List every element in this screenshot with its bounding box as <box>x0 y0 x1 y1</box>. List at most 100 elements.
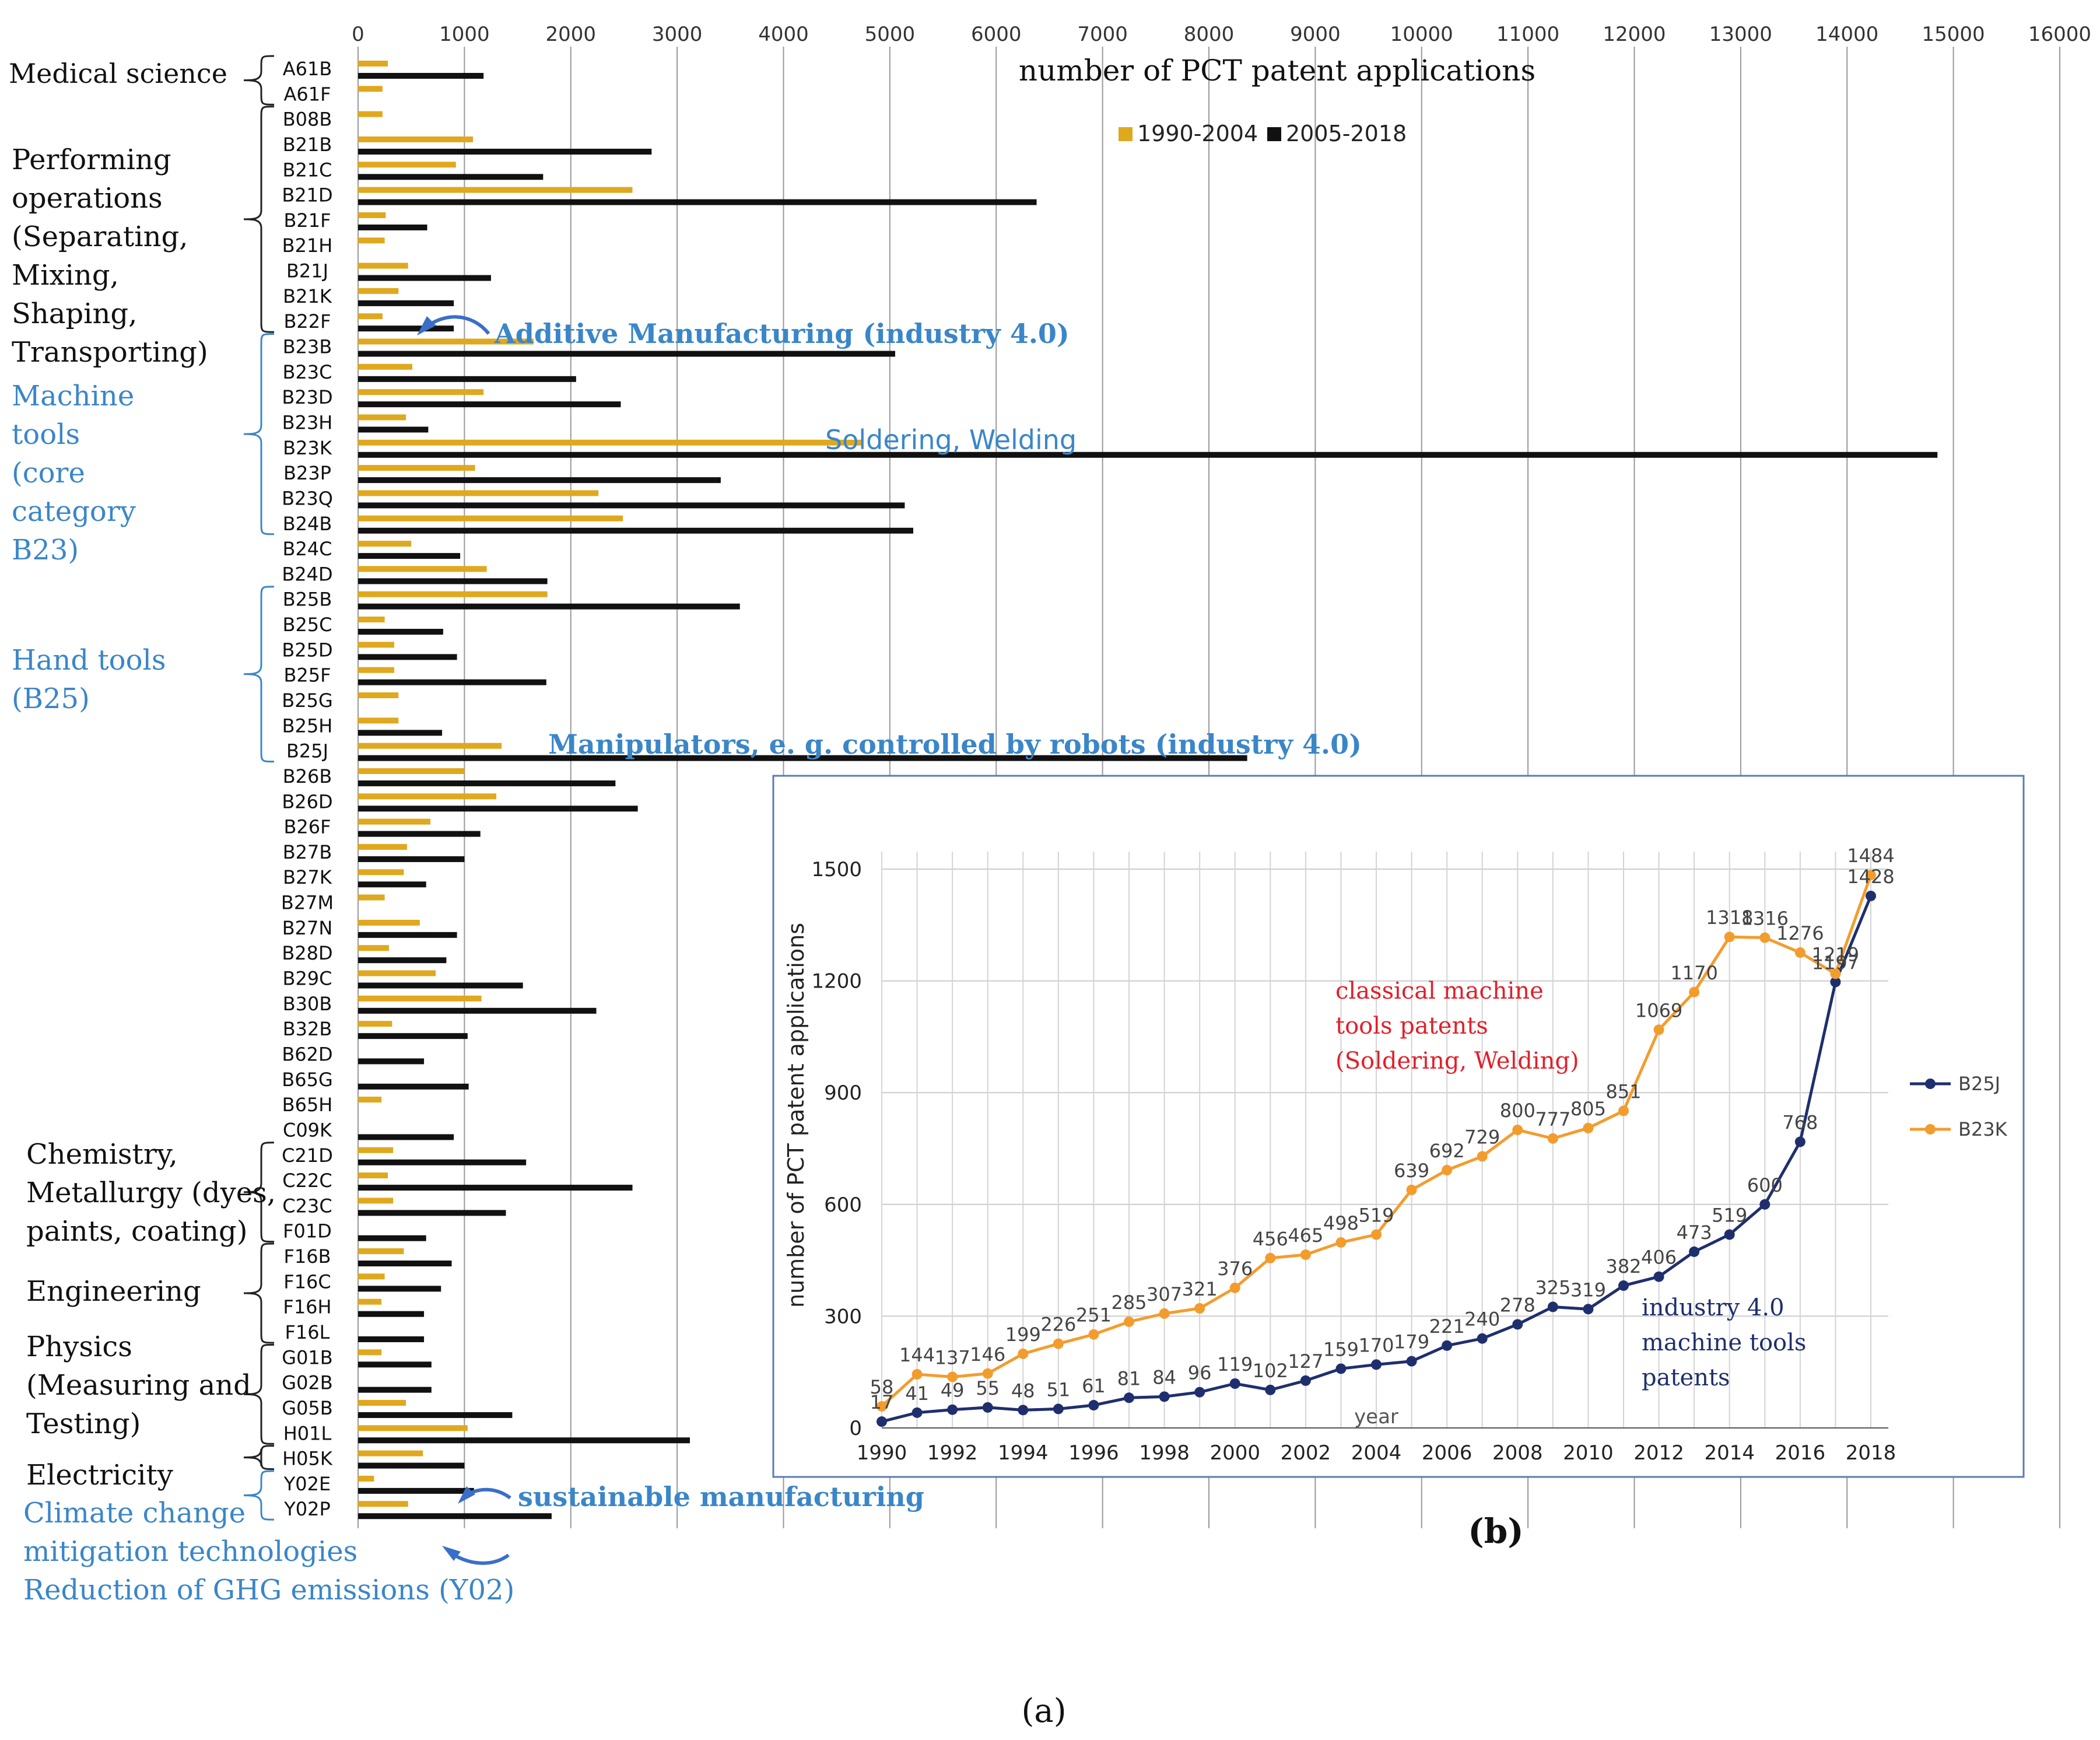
legend-marker-B25J <box>1925 1079 1936 1089</box>
category-label: B21D <box>282 184 332 206</box>
group-machine: Machine tools (core category B23) <box>12 380 136 566</box>
bar-late-F16C <box>358 1286 441 1292</box>
point-B25J <box>1653 1271 1664 1282</box>
point-B25J <box>1229 1378 1240 1389</box>
group-engineering-line: Engineering <box>26 1275 201 1308</box>
bar-late-Y02E <box>358 1487 474 1494</box>
bar-late-B27N <box>358 932 457 938</box>
bar-late-B27K <box>358 881 426 888</box>
point-B23K <box>1689 986 1700 997</box>
bar-early-B23D <box>358 389 484 395</box>
bar-early-B23Q <box>358 490 599 496</box>
category-label: B25H <box>282 715 333 737</box>
category-label: B23P <box>283 462 331 484</box>
panel-b-frame <box>772 775 2025 1478</box>
bar-early-B27B <box>358 843 407 850</box>
group-physics-line: (Measuring and <box>26 1369 251 1402</box>
category-label: F16C <box>283 1270 331 1293</box>
bar-late-B26F <box>358 831 481 837</box>
category-label: B08B <box>283 108 332 131</box>
bar-late-F16L <box>358 1336 425 1342</box>
point-B23K <box>1159 1308 1170 1319</box>
bar-early-C22C <box>358 1172 388 1179</box>
bar-early-B24C <box>358 541 412 547</box>
bar-late-B27B <box>358 856 465 862</box>
category-label: B62D <box>282 1043 332 1065</box>
bar-late-B25H <box>358 730 443 736</box>
category-label: F16H <box>283 1296 331 1318</box>
category-label: C09K <box>283 1119 332 1141</box>
category-label: B27N <box>282 917 333 939</box>
bar-late-B25D <box>358 654 457 660</box>
legend-label-early: 1990-2004 <box>1137 121 1258 146</box>
category-label: B27K <box>283 866 332 888</box>
bar-early-B23H <box>358 414 406 421</box>
category-label: C23C <box>282 1195 332 1217</box>
point-B23K <box>1265 1252 1276 1263</box>
data-label-B25J: 406 <box>1641 1247 1677 1269</box>
bar-late-B21B <box>358 148 652 155</box>
data-label-B25J: 1428 <box>1847 866 1894 888</box>
bar-late-B26B <box>358 780 616 786</box>
group-electricity: Electricity <box>26 1459 173 1492</box>
point-B23K <box>1830 968 1841 979</box>
data-label-B25J: 84 <box>1152 1366 1176 1388</box>
group-physics-line: Testing) <box>26 1408 141 1440</box>
bar-early-B23K <box>358 439 861 446</box>
note-classical-line-3: (Soldering, Welding) <box>1335 1048 1579 1074</box>
point-B25J <box>947 1404 958 1415</box>
bar-early-B29C <box>358 970 436 976</box>
point-B25J <box>1406 1356 1417 1367</box>
category-label: B22F <box>283 310 331 332</box>
group-hand-line: (B25) <box>12 682 90 715</box>
bar-late-C21D <box>358 1159 527 1165</box>
category-label: C22C <box>282 1170 332 1192</box>
category-label: G02B <box>282 1372 332 1394</box>
data-label-B25J: 382 <box>1605 1255 1641 1277</box>
bar-late-B26D <box>358 806 638 812</box>
panel-b-label: (b) <box>1468 1511 1523 1551</box>
data-label-B23K: 805 <box>1570 1098 1606 1120</box>
data-label-B23K: 137 <box>935 1347 970 1369</box>
point-B25J <box>1194 1387 1205 1398</box>
bar-late-C22C <box>358 1185 633 1191</box>
category-label: C21D <box>282 1144 333 1167</box>
category-label: A61F <box>283 83 331 105</box>
group-performing-line: (Separating, <box>12 220 188 253</box>
data-label-B25J: 55 <box>976 1377 1000 1399</box>
b-x-tick-label: 1996 <box>1068 1441 1119 1465</box>
b-y-tick-label: 0 <box>849 1417 862 1440</box>
data-label-B25J: 96 <box>1188 1362 1212 1384</box>
point-B25J <box>1477 1333 1488 1344</box>
bar-early-B28D <box>358 945 389 951</box>
data-label-B25J: 278 <box>1500 1294 1535 1316</box>
b-y-axis-label: number of PCT patent applications <box>783 923 809 1308</box>
bar-late-B24C <box>358 553 461 559</box>
bar-early-Y02E <box>358 1475 374 1482</box>
group-hand: Hand tools (B25) <box>12 644 166 715</box>
bar-early-A61F <box>358 86 383 92</box>
a-x-tick-label: 9000 <box>1290 23 1341 46</box>
group-chemistry-line: paints, coating) <box>26 1215 247 1248</box>
category-label: B29C <box>282 968 332 990</box>
category-label: F16B <box>283 1245 331 1268</box>
data-label-B25J: 17 <box>870 1391 894 1413</box>
point-B23K <box>1124 1316 1134 1327</box>
bar-early-B26B <box>358 768 465 774</box>
point-B23K <box>947 1371 958 1382</box>
data-label-B23K: 58 <box>870 1376 894 1398</box>
annotation-additive-text: Additive Manufacturing (industry 4.0) <box>494 318 1070 349</box>
data-label-B23K: 251 <box>1076 1304 1112 1326</box>
category-label: G05B <box>282 1397 332 1419</box>
bar-early-B23B <box>358 338 534 345</box>
point-B25J <box>1583 1304 1594 1315</box>
bar-early-B23P <box>358 465 475 471</box>
bar-early-F16B <box>358 1248 404 1255</box>
bar-late-B30B <box>358 1007 597 1014</box>
panel-b-line-chart: 0 300 600 900 1200 1500 1990 1992 1994 1996 1998 2… <box>772 775 2025 1551</box>
note-industry: industry 4.0 machine tools patents <box>1642 1294 1806 1391</box>
bar-late-B21D <box>358 199 1037 205</box>
b-y-tick-label: 600 <box>824 1193 862 1217</box>
category-label: B32B <box>283 1018 332 1040</box>
